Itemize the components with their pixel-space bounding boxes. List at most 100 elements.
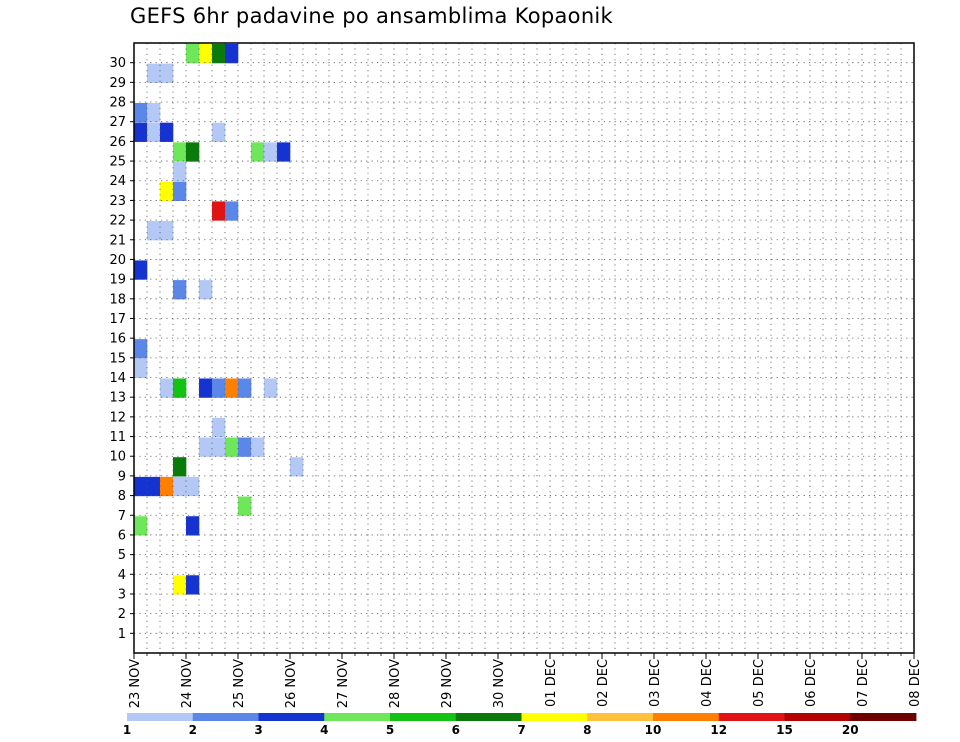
heatmap-cell [238, 378, 252, 398]
colorbar-label: 5 [386, 723, 394, 737]
x-tick-label: 23 NOV [128, 659, 143, 708]
colorbar-label: 7 [517, 723, 525, 737]
colorbar-swatch [718, 713, 785, 721]
colorbar-swatch [127, 713, 194, 721]
x-tick-label: 30 NOV [492, 659, 507, 708]
x-tick-label: 05 DEC [752, 659, 767, 707]
heatmap-cell [147, 221, 161, 241]
y-tick-label: 7 [118, 509, 126, 524]
x-tick-label: 29 NOV [440, 659, 455, 708]
colorbar-swatch [653, 713, 720, 721]
colorbar-swatch [390, 713, 457, 721]
y-tick-label: 19 [109, 273, 126, 288]
y-tick-label: 27 [109, 115, 126, 130]
y-tick-label: 15 [109, 351, 126, 366]
colorbar-label: 20 [842, 723, 859, 737]
colorbar-swatch [192, 713, 259, 721]
colorbar-label: 2 [189, 723, 197, 737]
colorbar-swatch [258, 713, 325, 721]
heatmap-cell [186, 575, 200, 595]
cells-layer [134, 43, 304, 595]
y-tick-label: 14 [109, 371, 126, 386]
y-tick-label: 11 [109, 430, 126, 445]
heatmap-cell [186, 476, 200, 497]
heatmap-cell [225, 201, 239, 221]
heatmap-cell [186, 516, 200, 536]
heatmap-cell [173, 280, 187, 300]
y-tick-label: 24 [109, 174, 126, 189]
y-tick-label: 30 [109, 56, 126, 71]
heatmap-cell [212, 417, 226, 438]
heatmap-cell [212, 201, 226, 221]
y-tick-label: 4 [118, 568, 126, 583]
heatmap-cell [147, 122, 161, 142]
colorbar-label: 4 [320, 723, 328, 737]
y-tick-label: 16 [109, 332, 126, 347]
heatmap-cell [225, 437, 239, 457]
colorbar-swatch [784, 713, 851, 721]
heatmap-cell [134, 516, 148, 536]
heatmap-cell [251, 437, 265, 457]
heatmap-cell [264, 142, 278, 162]
colorbar-label: 3 [254, 723, 262, 737]
heatmap-cell [134, 122, 148, 142]
heatmap-cell [160, 476, 174, 497]
heatmap-cell [134, 103, 148, 123]
colorbar-swatch [455, 713, 522, 721]
colorbar-swatch [521, 713, 588, 721]
heatmap-cell [134, 339, 148, 359]
heatmap-cell [199, 43, 213, 64]
x-axis: 23 NOV 24 NOV 25 NOV 26 NOV 27 NOV 28 NOV 29 N… [128, 653, 923, 708]
heatmap-cell [173, 378, 187, 398]
heatmap-cell [238, 437, 252, 457]
x-tick-label: 04 DEC [700, 659, 715, 707]
heatmap-cell [173, 575, 187, 595]
y-tick-label: 12 [109, 410, 126, 425]
heatmap-cell [264, 378, 278, 398]
heatmap-cell [251, 142, 265, 162]
x-tick-label: 06 DEC [804, 659, 819, 707]
heatmap-cell [147, 476, 161, 497]
heatmap-cell [160, 122, 174, 142]
heatmap-cell [212, 43, 226, 64]
chart-title: GEFS 6hr padavine po ansamblima Kopaonik [130, 4, 614, 28]
heatmap-cell [199, 378, 213, 398]
x-tick-label: 02 DEC [596, 659, 611, 707]
heatmap-cell [160, 181, 174, 202]
heatmap-cell [238, 496, 252, 516]
heatmap-cell [147, 103, 161, 123]
x-tick-label: 24 NOV [180, 659, 195, 708]
y-tick-label: 3 [118, 587, 126, 602]
heatmap-cell [199, 437, 213, 457]
x-tick-label: 25 NOV [232, 659, 247, 708]
heatmap-cell [173, 457, 187, 477]
y-tick-label: 23 [109, 194, 126, 209]
heatmap-cell [147, 63, 161, 83]
colorbar-swatch [850, 713, 917, 721]
y-tick-label: 17 [109, 312, 126, 327]
x-tick-label: 07 DEC [856, 659, 871, 707]
colorbar-label: 6 [452, 723, 460, 737]
y-tick-label: 9 [118, 469, 126, 484]
x-tick-label: 26 NOV [284, 659, 299, 708]
heatmap-cell [186, 142, 200, 162]
y-tick-label: 2 [118, 607, 126, 622]
colorbar-label: 12 [710, 723, 727, 737]
colorbar-swatch [587, 713, 654, 721]
heatmap-cell [186, 43, 200, 64]
colorbar: 1 2 3 4 5 6 7 8 10 12 15 20 [123, 713, 917, 737]
y-tick-label: 28 [109, 96, 126, 111]
x-tick-label: 08 DEC [908, 659, 923, 707]
y-tick-label: 6 [118, 528, 126, 543]
y-tick-label: 22 [109, 214, 126, 229]
y-tick-label: 18 [109, 292, 126, 307]
heatmap-cell [173, 181, 187, 202]
y-tick-label: 21 [109, 233, 126, 248]
colorbar-label: 1 [123, 723, 131, 737]
heatmap-cell [173, 476, 187, 497]
heatmap-cell [160, 378, 174, 398]
x-tick-label: 03 DEC [648, 659, 663, 707]
y-tick-label: 26 [109, 135, 126, 150]
heatmap-cell [212, 437, 226, 457]
